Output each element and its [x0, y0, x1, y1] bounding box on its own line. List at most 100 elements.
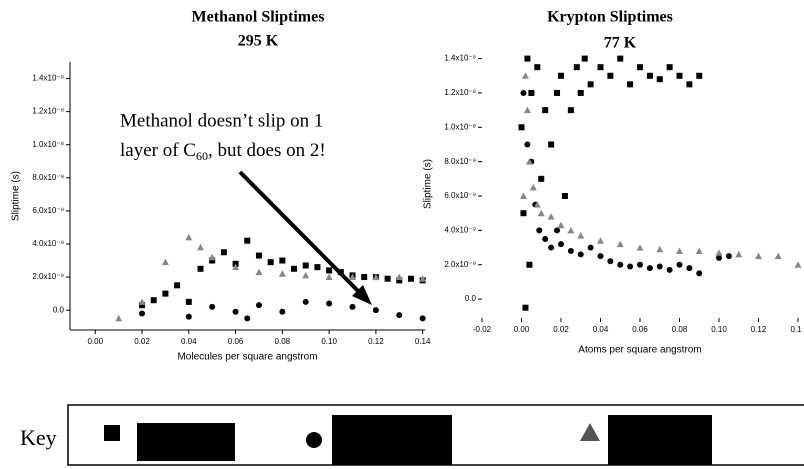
point — [255, 268, 263, 276]
point — [536, 227, 543, 234]
point — [255, 302, 262, 309]
point — [547, 213, 555, 220]
point — [696, 72, 703, 79]
point — [567, 248, 574, 254]
x-tick-label: 0.14 — [415, 337, 431, 346]
point — [185, 233, 193, 241]
point — [220, 249, 227, 256]
point — [232, 263, 240, 271]
point — [794, 261, 802, 268]
annotation-part: layer of C — [120, 140, 196, 161]
y-tick-label: 1.2x10⁻⁸ — [32, 107, 64, 116]
point — [597, 253, 604, 260]
point — [519, 192, 527, 200]
point — [617, 261, 624, 268]
point — [208, 253, 216, 261]
point — [349, 273, 357, 281]
point — [573, 64, 580, 71]
key-triangle — [580, 423, 600, 441]
point — [337, 269, 344, 276]
point — [534, 64, 541, 71]
point — [557, 221, 565, 229]
key-circle — [306, 432, 322, 448]
y-axis-label: Sliptime (s) — [423, 159, 434, 209]
point — [637, 64, 643, 71]
point — [279, 308, 286, 315]
point — [255, 252, 262, 259]
point — [526, 261, 533, 268]
y-tick-label: 2.0x10⁻⁹ — [444, 260, 476, 269]
point — [561, 193, 568, 200]
key-square — [104, 425, 120, 441]
annotation-part: , but does on 2! — [208, 140, 326, 161]
point — [209, 257, 216, 264]
point — [302, 262, 309, 269]
point — [372, 273, 380, 281]
x-tick-label: 0.00 — [87, 337, 103, 346]
point — [528, 89, 535, 96]
arrow-head — [352, 285, 372, 305]
point — [548, 244, 555, 251]
y-tick-label: 1.0x10⁻⁸ — [32, 140, 64, 149]
point — [232, 308, 239, 315]
point — [577, 89, 584, 96]
point — [538, 175, 545, 182]
point — [695, 247, 703, 254]
point — [696, 270, 703, 277]
point — [349, 303, 356, 310]
point — [676, 247, 683, 254]
point — [162, 290, 169, 297]
y-tick-label: 6.0x10⁻⁹ — [32, 206, 64, 215]
point — [627, 81, 634, 88]
x-tick-label: 0.06 — [632, 325, 648, 334]
y-tick-label: 2.0x10⁻⁹ — [32, 272, 64, 281]
point — [558, 72, 564, 79]
point — [587, 81, 594, 88]
annotation: layer of C60, but does on 2! — [120, 140, 326, 162]
point — [529, 183, 537, 191]
point — [676, 261, 683, 268]
x-axis-label: Molecules per square angstrom — [177, 352, 317, 363]
annotation-subscript: 60 — [196, 149, 208, 163]
point — [520, 210, 527, 217]
point — [302, 298, 309, 305]
point — [597, 237, 604, 244]
point — [139, 310, 146, 317]
point — [656, 76, 663, 83]
point — [627, 263, 634, 270]
point — [666, 266, 673, 273]
x-tick-label: 0.10 — [711, 325, 727, 334]
point — [716, 254, 722, 261]
point — [755, 252, 762, 260]
point — [656, 245, 664, 253]
point — [554, 227, 561, 234]
point — [715, 249, 723, 256]
point — [138, 298, 146, 305]
point — [419, 315, 426, 322]
y-axis-label: Sliptime (s) — [11, 171, 22, 221]
point — [567, 226, 575, 234]
point — [174, 282, 181, 289]
point — [524, 55, 531, 62]
point — [267, 259, 274, 266]
y-tick-label: 1.2x10⁻⁸ — [444, 88, 476, 97]
x-tick-label: 0.10 — [321, 337, 337, 346]
point — [384, 275, 391, 282]
point — [302, 271, 310, 279]
y-tick-label: 6.0x10⁻⁹ — [444, 191, 476, 200]
point — [676, 72, 683, 79]
point — [558, 241, 564, 248]
key-label: Key — [20, 425, 57, 450]
point — [587, 244, 594, 251]
point — [196, 243, 204, 251]
point — [686, 81, 693, 88]
point — [523, 106, 531, 114]
x-tick-label: 0.08 — [275, 337, 291, 346]
point — [548, 141, 555, 148]
arrow-line — [238, 170, 364, 297]
point — [150, 297, 157, 304]
point — [637, 261, 643, 268]
point — [279, 257, 286, 264]
point — [139, 302, 146, 309]
point — [597, 64, 604, 71]
